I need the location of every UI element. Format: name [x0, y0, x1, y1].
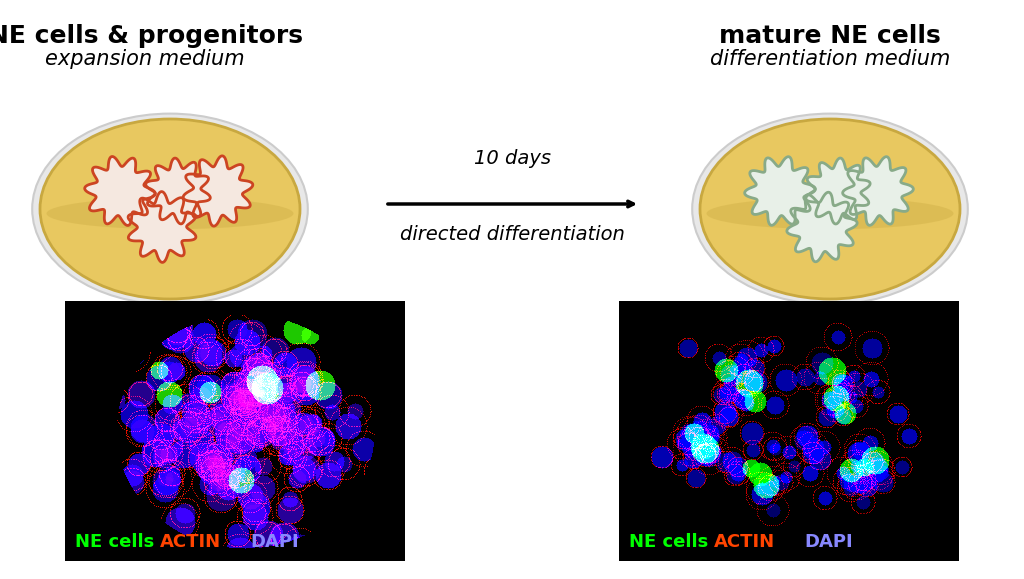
Polygon shape — [145, 158, 210, 224]
Ellipse shape — [40, 119, 300, 299]
Text: ACTIN: ACTIN — [160, 533, 221, 551]
Text: mature NE cells: mature NE cells — [719, 24, 941, 48]
Text: differentiation medium: differentiation medium — [710, 49, 950, 69]
Polygon shape — [183, 156, 253, 226]
Text: DAPI: DAPI — [250, 533, 299, 551]
Ellipse shape — [707, 198, 953, 229]
Ellipse shape — [46, 198, 294, 229]
Polygon shape — [85, 156, 156, 225]
Polygon shape — [806, 158, 870, 224]
Polygon shape — [843, 157, 913, 225]
Ellipse shape — [32, 113, 308, 305]
Text: directed differentiation: directed differentiation — [399, 225, 625, 244]
Text: 10 days: 10 days — [473, 149, 551, 168]
Text: expansion medium: expansion medium — [45, 49, 245, 69]
Polygon shape — [786, 192, 857, 262]
Polygon shape — [744, 157, 815, 225]
Ellipse shape — [700, 119, 961, 299]
Text: NE cells: NE cells — [629, 533, 709, 551]
Ellipse shape — [692, 113, 968, 305]
Text: NE cells & progenitors: NE cells & progenitors — [0, 24, 302, 48]
Text: NE cells: NE cells — [75, 533, 155, 551]
Text: ACTIN: ACTIN — [714, 533, 775, 551]
Text: DAPI: DAPI — [804, 533, 853, 551]
Polygon shape — [128, 192, 196, 262]
